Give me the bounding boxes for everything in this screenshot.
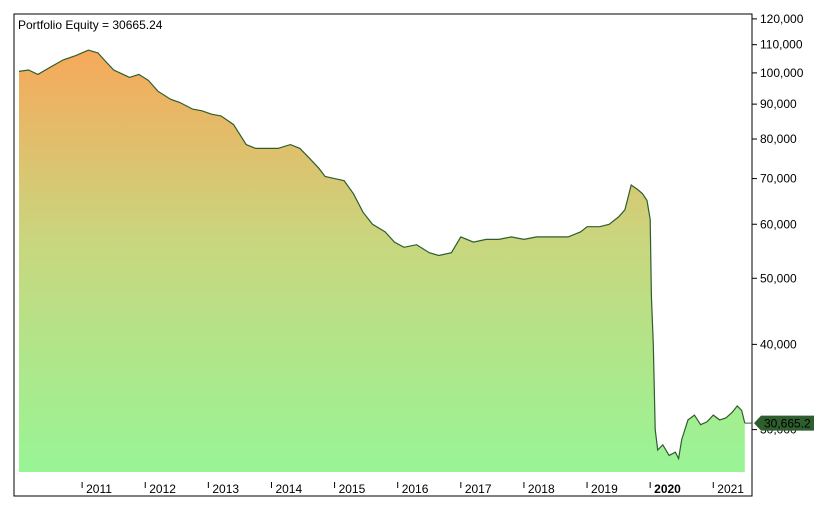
y-tick-label: 100,000 xyxy=(760,66,804,80)
x-tick-label: 2011 xyxy=(86,482,112,496)
y-tick-label: 40,000 xyxy=(760,337,797,351)
last-value-badge xyxy=(754,415,814,431)
last-value-label: 30,665.2 xyxy=(764,417,811,431)
y-tick-label: 120,000 xyxy=(760,12,804,26)
x-tick-label: 2015 xyxy=(339,482,366,496)
equity-area-fill xyxy=(19,50,745,472)
x-tick-label: 2016 xyxy=(402,482,429,496)
y-tick-label: 70,000 xyxy=(760,172,797,186)
x-axis: 2011 2012 2013 2014 2015 2016 2017 2018 2019 2020… xyxy=(81,482,744,496)
y-axis: 120,000 110,000 100,000 90,000 80,000 70,000 6… xyxy=(751,12,804,482)
x-tick-label: 2019 xyxy=(591,482,618,496)
chart-title: Portfolio Equity = 30665.24 xyxy=(18,18,163,32)
y-tick-label: 50,000 xyxy=(760,271,797,285)
y-tick-label: 60,000 xyxy=(760,217,797,231)
x-tick-label: 2014 xyxy=(275,482,302,496)
y-tick-label: 80,000 xyxy=(760,132,797,146)
y-tick-label: 110,000 xyxy=(760,38,803,52)
last-value-marker-layer: 30,665.2 xyxy=(744,415,814,431)
equity-area-layer xyxy=(18,49,746,472)
x-tick-label: 2017 xyxy=(465,482,492,496)
x-tick-label: 2021 xyxy=(717,482,744,496)
x-tick-label: 2013 xyxy=(212,482,239,496)
y-tick-label: 90,000 xyxy=(760,97,797,111)
x-tick-label: 2012 xyxy=(149,482,176,496)
x-tick-label: 2018 xyxy=(528,482,555,496)
x-tick-label: 2020 xyxy=(654,482,681,496)
equity-line xyxy=(18,49,746,461)
